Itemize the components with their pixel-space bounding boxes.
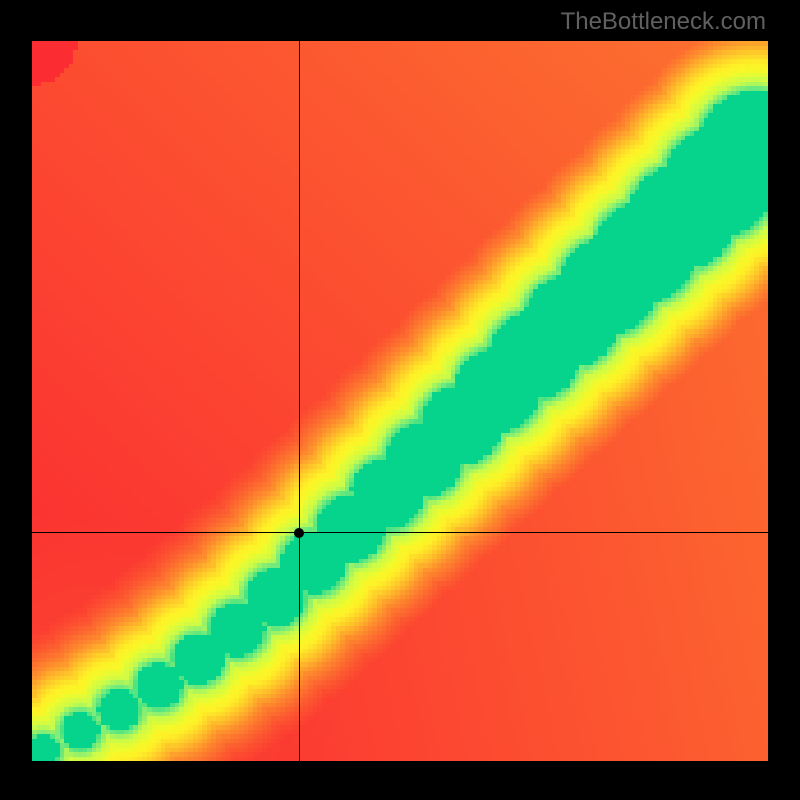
- crosshair-vertical: [299, 41, 300, 761]
- watermark-text: TheBottleneck.com: [561, 8, 766, 36]
- crosshair-horizontal: [32, 532, 768, 533]
- crosshair-dot: [294, 528, 304, 538]
- bottleneck-heatmap: [32, 41, 768, 761]
- chart-container: TheBottleneck.com: [0, 0, 800, 800]
